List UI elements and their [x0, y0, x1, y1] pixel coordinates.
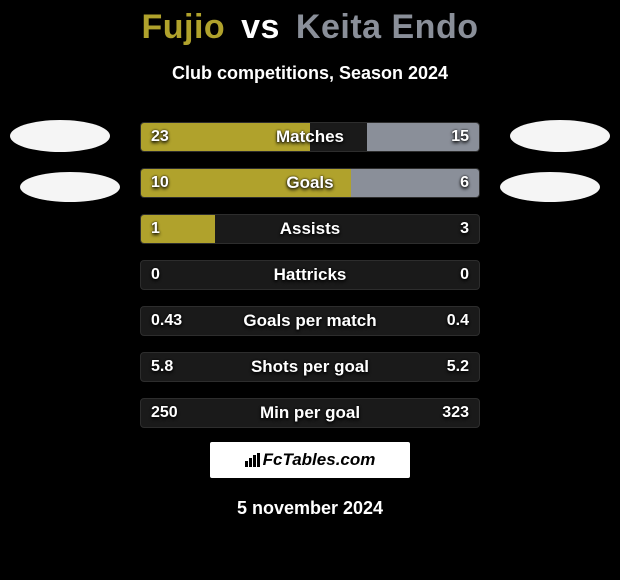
stat-row: 0 0Hattricks: [140, 260, 480, 290]
player2-avatar-bottom: [500, 172, 600, 202]
stat-label: Min per goal: [141, 399, 479, 427]
stat-row: 13Assists: [140, 214, 480, 244]
stat-bars: 2315Matches106Goals13Assists00Hattricks0…: [140, 122, 480, 444]
stat-value-right: 3: [460, 215, 469, 243]
stat-row: 5.8 5.2Shots per goal: [140, 352, 480, 382]
stat-fill-right: [351, 169, 479, 197]
stat-value-left: 0: [151, 261, 160, 289]
stat-fill-right: [367, 123, 479, 151]
stat-label: Shots per goal: [141, 353, 479, 381]
stat-fill-left: [141, 123, 310, 151]
branding-badge: FcTables.com: [210, 442, 410, 478]
stat-fill-left: [141, 215, 215, 243]
stat-row: 250 323Min per goal: [140, 398, 480, 428]
stat-value-right: 323: [442, 399, 469, 427]
stat-value-left: 5.8: [151, 353, 173, 381]
stat-fill-left: [141, 169, 351, 197]
stat-value-left: 250: [151, 399, 178, 427]
stat-value-left: 0.43: [151, 307, 182, 335]
player1-avatar-bottom: [20, 172, 120, 202]
stat-row: 2315Matches: [140, 122, 480, 152]
date-text: 5 november 2024: [0, 498, 620, 519]
subtitle: Club competitions, Season 2024: [0, 63, 620, 84]
vs-text: vs: [241, 8, 280, 46]
stat-label: Hattricks: [141, 261, 479, 289]
player2-name: Keita Endo: [296, 8, 479, 46]
branding-text: FcTables.com: [263, 450, 376, 469]
stat-row: 0.43 0.4Goals per match: [140, 306, 480, 336]
player1-avatar-top: [10, 120, 110, 152]
player2-avatar-top: [510, 120, 610, 152]
player1-name: Fujio: [141, 8, 225, 46]
stat-label: Goals per match: [141, 307, 479, 335]
stat-row: 106Goals: [140, 168, 480, 198]
chart-icon: [245, 453, 261, 467]
comparison-title: Fujio vs Keita Endo: [0, 0, 620, 47]
stat-value-right: 5.2: [447, 353, 469, 381]
stat-value-right: 0.4: [447, 307, 469, 335]
stat-value-right: 0: [460, 261, 469, 289]
